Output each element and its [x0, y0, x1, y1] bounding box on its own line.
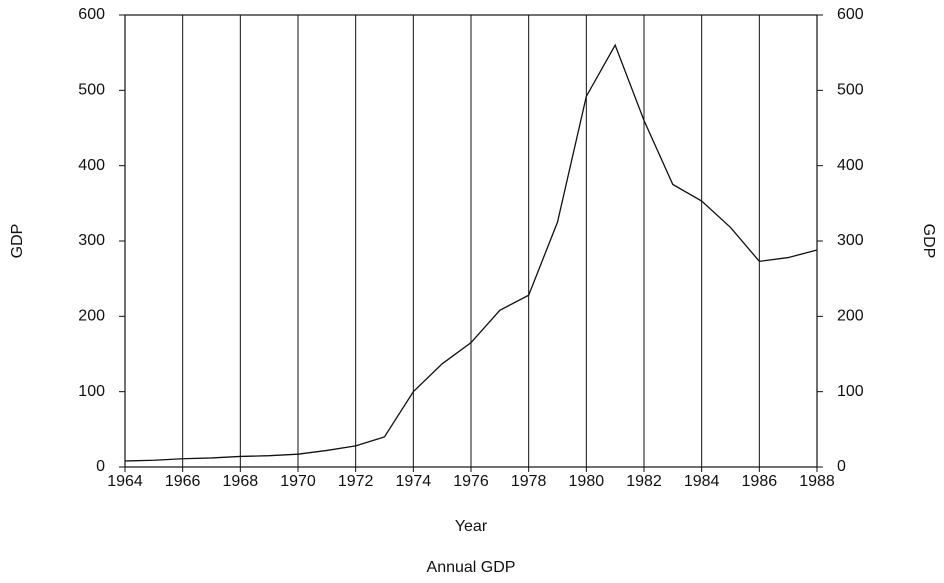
- y-tick-label: 500: [78, 82, 105, 99]
- x-tick-label: 1964: [107, 473, 143, 490]
- y-tick-label: 400: [78, 157, 105, 174]
- x-tick-label: 1970: [280, 473, 316, 490]
- y2-tick-label: 0: [837, 458, 846, 475]
- x-tick-label: 1980: [569, 473, 605, 490]
- y-axis-label: GDP: [9, 224, 26, 259]
- x-tick-label: 1988: [799, 473, 835, 490]
- y2-tick-label: 300: [837, 232, 864, 249]
- x-tick-label: 1986: [742, 473, 778, 490]
- y2-tick-label: 500: [837, 82, 864, 99]
- x-tick-label: 1974: [396, 473, 432, 490]
- x-tick-label: 1972: [338, 473, 374, 490]
- y-tick-label: 0: [96, 458, 105, 475]
- y-tick-label: 200: [78, 308, 105, 325]
- y-tick-label: 600: [78, 6, 105, 23]
- y2-tick-label: 600: [837, 6, 864, 23]
- y2-tick-label: 400: [837, 157, 864, 174]
- x-axis-label: Year: [455, 518, 488, 535]
- y2-tick-label: 100: [837, 383, 864, 400]
- x-tick-label: 1978: [511, 473, 547, 490]
- data-line: [124, 43, 818, 462]
- y2-axis-label: GDP: [920, 224, 937, 259]
- y-tick-label: 100: [78, 383, 105, 400]
- chart-title: Annual GDP: [427, 559, 516, 576]
- x-tick-label: 1968: [223, 473, 259, 490]
- x-tick-label: 1982: [626, 473, 662, 490]
- x-tick-label: 1966: [165, 473, 201, 490]
- x-tick-label: 1984: [684, 473, 720, 490]
- x-tick-label: 1976: [453, 473, 489, 490]
- y2-tick-label: 200: [837, 308, 864, 325]
- y-tick-label: 300: [78, 232, 105, 249]
